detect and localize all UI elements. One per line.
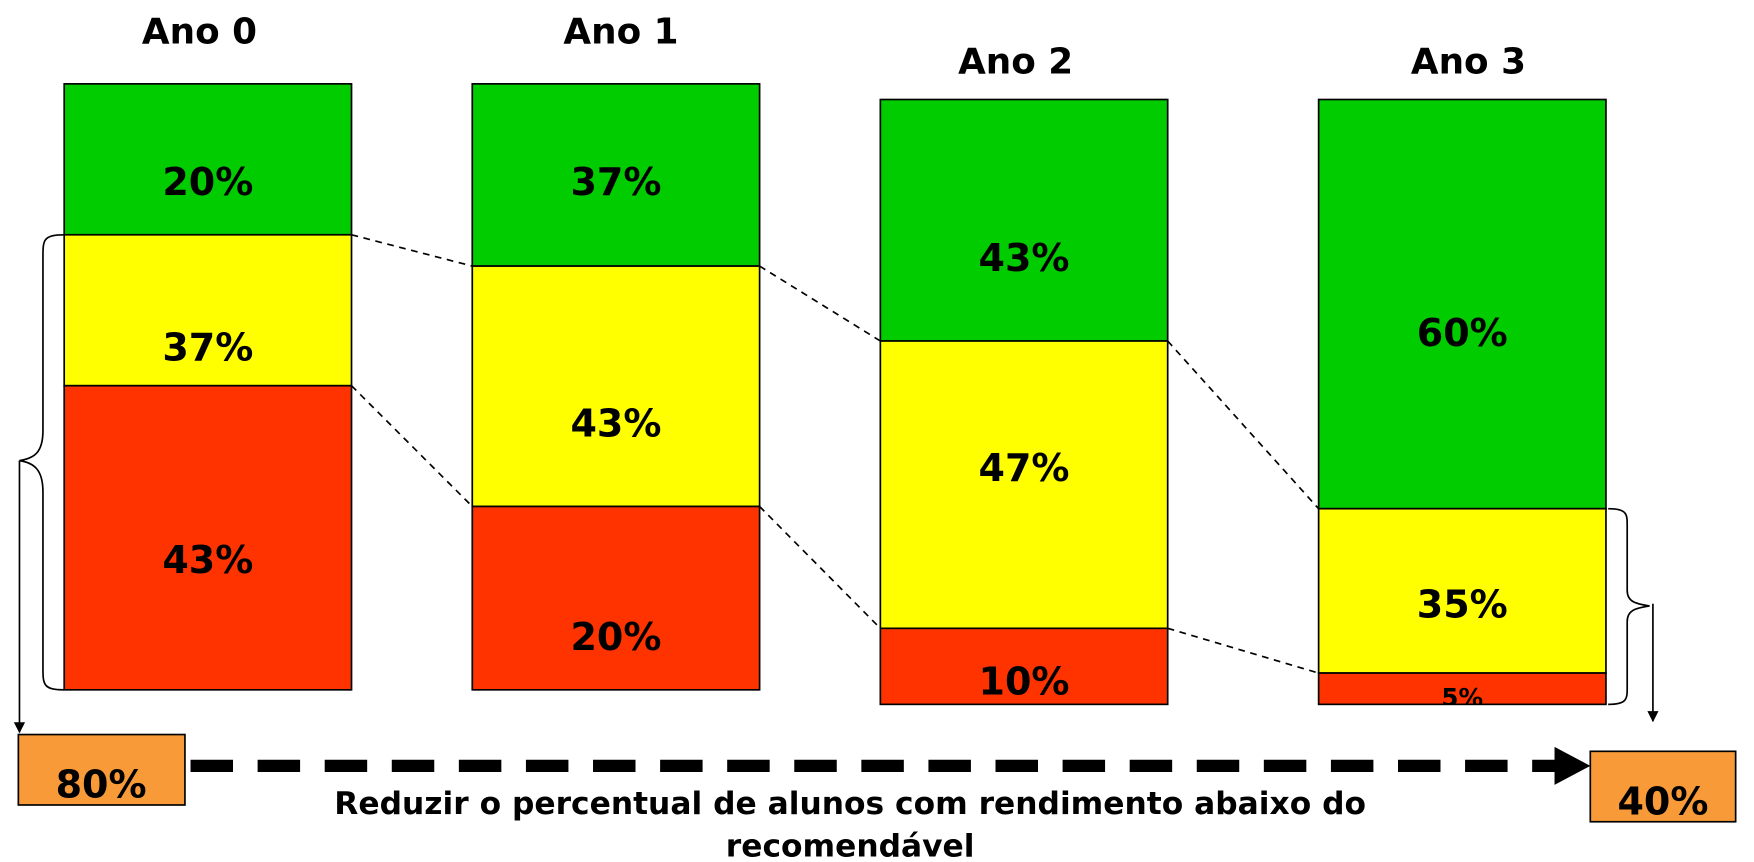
connector <box>1167 340 1320 510</box>
segment <box>879 627 1169 706</box>
segment-label: 43% <box>979 236 1070 280</box>
segment <box>63 83 353 236</box>
connector <box>759 265 881 342</box>
right-brace <box>1608 507 1650 706</box>
segment <box>1317 98 1607 510</box>
segment-label: 10% <box>979 660 1070 704</box>
start-box <box>17 733 186 806</box>
segment <box>471 83 761 267</box>
segment-label: 37% <box>570 160 661 204</box>
segment-label: 37% <box>162 325 253 369</box>
column-title: Ano 2 <box>958 42 1073 83</box>
caption-line: Reduzir o percentual de alunos com rendi… <box>334 786 1366 822</box>
segment-label: 35% <box>1417 583 1508 627</box>
segment-label: 5% <box>1441 683 1483 712</box>
bars: Ano 0 20% 37% 43% Ano 1 37% 43% 20% Ano 2 43% 47% 1… <box>63 12 1607 712</box>
segment <box>471 505 761 691</box>
connector <box>759 505 881 629</box>
connectors <box>350 233 1320 674</box>
segment <box>879 98 1169 342</box>
connector <box>351 233 473 267</box>
segment-label: 20% <box>162 160 253 204</box>
segment <box>63 233 353 387</box>
column-title: Ano 3 <box>1411 42 1526 83</box>
left-brace <box>19 233 65 691</box>
connector <box>1167 627 1319 674</box>
segment <box>471 265 761 508</box>
column-title: Ano 1 <box>563 12 678 53</box>
segment <box>63 384 353 691</box>
connector <box>350 385 473 508</box>
segment-label: 43% <box>570 401 661 445</box>
end-box <box>1589 750 1737 823</box>
start-label: 80% <box>56 763 147 807</box>
segment-label: 47% <box>979 446 1070 490</box>
segment-label: 60% <box>1417 311 1508 355</box>
goal-arrowhead <box>1554 746 1591 785</box>
segment <box>1317 672 1607 706</box>
segment-label: 43% <box>162 538 253 582</box>
segment <box>879 340 1169 630</box>
column-title: Ano 0 <box>142 12 257 53</box>
end-label: 40% <box>1617 779 1708 823</box>
segment-label: 20% <box>570 615 661 659</box>
caption-line: recomendável <box>726 828 975 862</box>
